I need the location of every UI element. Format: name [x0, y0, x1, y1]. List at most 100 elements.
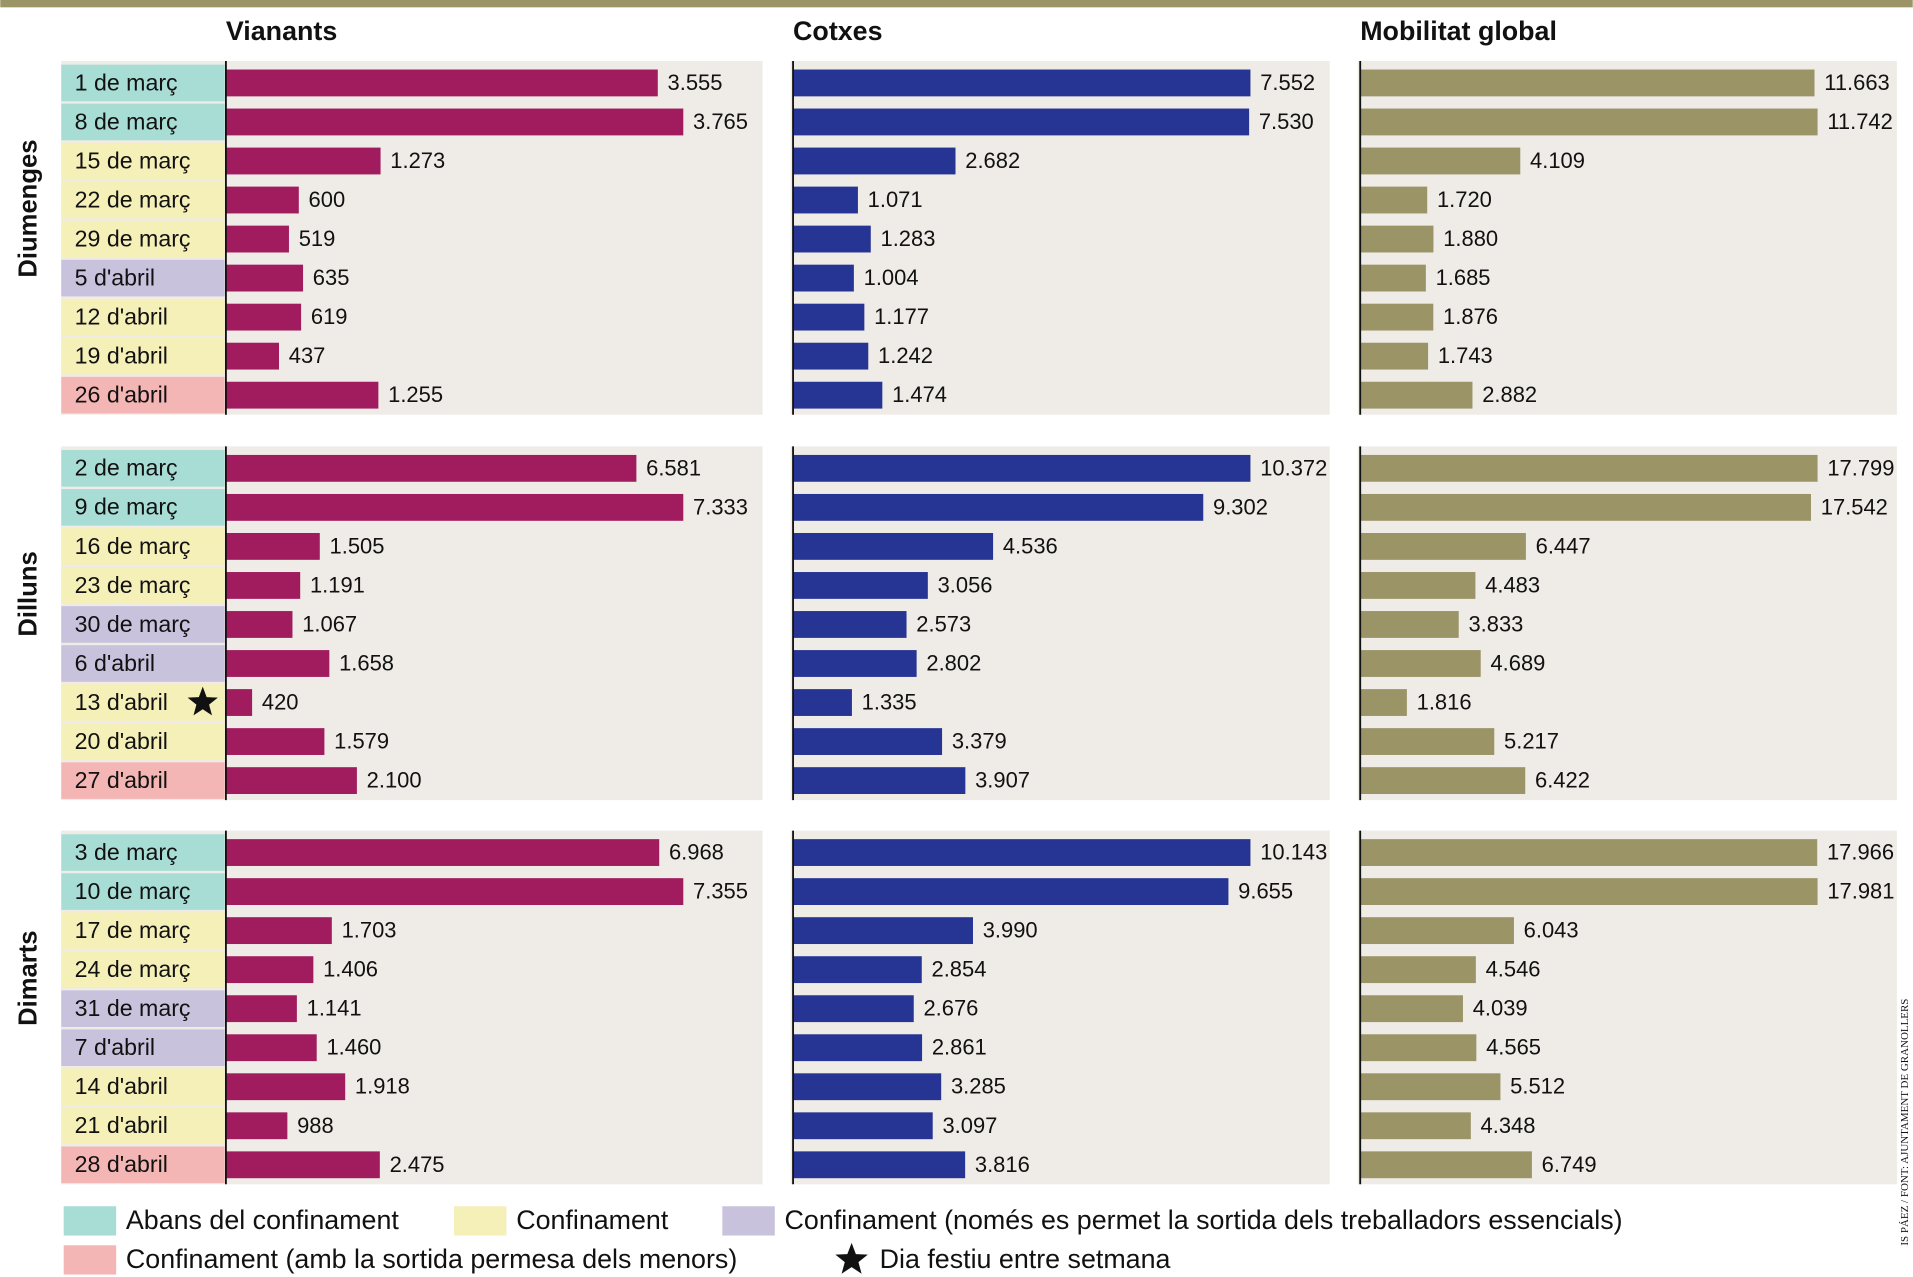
value-label: 4.039 — [1473, 996, 1528, 1021]
column-header: Vianants — [226, 16, 337, 46]
bar — [1360, 1151, 1532, 1178]
value-label: 635 — [313, 265, 350, 290]
legend-swatch — [64, 1245, 116, 1274]
credit: IS PÁEZ / FONT: AJUNTAMENT DE GRANOLLERS — [1899, 999, 1911, 1246]
bar — [793, 382, 882, 409]
bar — [1360, 611, 1458, 638]
date-label: 20 d'abril — [75, 728, 168, 754]
value-label: 6.422 — [1535, 768, 1590, 793]
date-label: 12 d'abril — [75, 303, 168, 329]
value-label: 1.658 — [339, 651, 394, 676]
date-label: 1 de març — [75, 69, 178, 95]
bar — [1360, 839, 1817, 866]
date-label: 7 d'abril — [75, 1034, 155, 1060]
bar — [1360, 878, 1817, 905]
value-label: 2.676 — [923, 996, 978, 1021]
value-label: 1.460 — [326, 1035, 381, 1060]
value-label: 3.285 — [951, 1074, 1006, 1099]
value-label: 600 — [309, 187, 346, 212]
bar — [793, 304, 864, 331]
date-label: 29 de març — [75, 225, 191, 251]
value-label: 3.990 — [983, 918, 1038, 943]
date-label: 14 d'abril — [75, 1073, 168, 1099]
bar — [793, 494, 1203, 521]
date-label: 23 de març — [75, 572, 191, 598]
bar — [1360, 1112, 1471, 1139]
value-label: 1.177 — [874, 304, 929, 329]
bar — [1360, 109, 1817, 136]
value-label: 1.335 — [862, 690, 917, 715]
column-header: Mobilitat global — [1360, 16, 1557, 46]
value-label: 5.217 — [1504, 729, 1559, 754]
bar — [1360, 226, 1433, 253]
bar — [793, 1034, 922, 1061]
bar — [793, 70, 1250, 97]
value-label: 988 — [297, 1113, 334, 1138]
bar — [793, 839, 1250, 866]
date-label: 3 de març — [75, 839, 178, 865]
bar — [1360, 265, 1426, 292]
bar — [1360, 767, 1525, 794]
column-header: Cotxes — [793, 16, 882, 46]
date-label: 6 d'abril — [75, 650, 155, 676]
value-label: 1.242 — [878, 343, 933, 368]
bar — [226, 1112, 287, 1139]
date-label: 17 de març — [75, 917, 191, 943]
bar — [226, 689, 252, 716]
value-label: 17.966 — [1827, 840, 1894, 865]
value-label: 1.141 — [307, 996, 362, 1021]
value-label: 1.816 — [1417, 690, 1472, 715]
date-label: 2 de març — [75, 455, 178, 481]
date-label: 8 de març — [75, 108, 178, 134]
value-label: 1.071 — [868, 187, 923, 212]
date-label: 5 d'abril — [75, 264, 155, 290]
bar — [226, 650, 329, 677]
legend-swatch — [722, 1206, 774, 1235]
value-label: 2.573 — [916, 611, 971, 636]
value-label: 3.907 — [975, 768, 1030, 793]
bar — [226, 1073, 345, 1100]
date-label: 10 de març — [75, 878, 191, 904]
value-label: 420 — [262, 690, 299, 715]
bar — [793, 917, 973, 944]
date-label: 30 de març — [75, 611, 191, 637]
value-label: 4.348 — [1481, 1113, 1536, 1138]
legend-label: Confinament — [516, 1205, 669, 1235]
value-label: 7.552 — [1260, 70, 1315, 95]
bar — [226, 767, 357, 794]
date-label: 21 d'abril — [75, 1112, 168, 1138]
bar — [793, 1151, 965, 1178]
value-label: 1.505 — [330, 533, 385, 558]
group-label: Diumenges — [14, 140, 42, 278]
value-label: 1.283 — [881, 226, 936, 251]
date-label: 24 de març — [75, 956, 191, 982]
date-label: 19 d'abril — [75, 342, 168, 368]
bar — [1360, 533, 1526, 560]
date-label: 15 de març — [75, 147, 191, 173]
bar — [1360, 148, 1520, 175]
value-label: 1.004 — [864, 265, 919, 290]
bar — [793, 187, 858, 214]
value-label: 6.447 — [1536, 533, 1591, 558]
value-label: 5.512 — [1510, 1074, 1565, 1099]
bar — [226, 455, 636, 482]
value-label: 1.474 — [892, 382, 947, 407]
date-label: 9 de març — [75, 494, 178, 520]
value-label: 4.109 — [1530, 148, 1585, 173]
bar — [793, 343, 868, 370]
bar — [1360, 1034, 1476, 1061]
bar — [1360, 304, 1433, 331]
value-label: 519 — [299, 226, 336, 251]
bar — [793, 455, 1250, 482]
value-label: 4.565 — [1486, 1035, 1541, 1060]
value-label: 2.861 — [932, 1035, 987, 1060]
value-label: 1.191 — [310, 572, 365, 597]
value-label: 1.918 — [355, 1074, 410, 1099]
value-label: 9.655 — [1238, 879, 1293, 904]
date-label: 13 d'abril — [75, 689, 168, 715]
value-label: 1.876 — [1443, 304, 1498, 329]
value-label: 3.555 — [668, 70, 723, 95]
value-label: 7.333 — [693, 494, 748, 519]
value-label: 9.302 — [1213, 494, 1268, 519]
value-label: 11.742 — [1827, 109, 1892, 134]
